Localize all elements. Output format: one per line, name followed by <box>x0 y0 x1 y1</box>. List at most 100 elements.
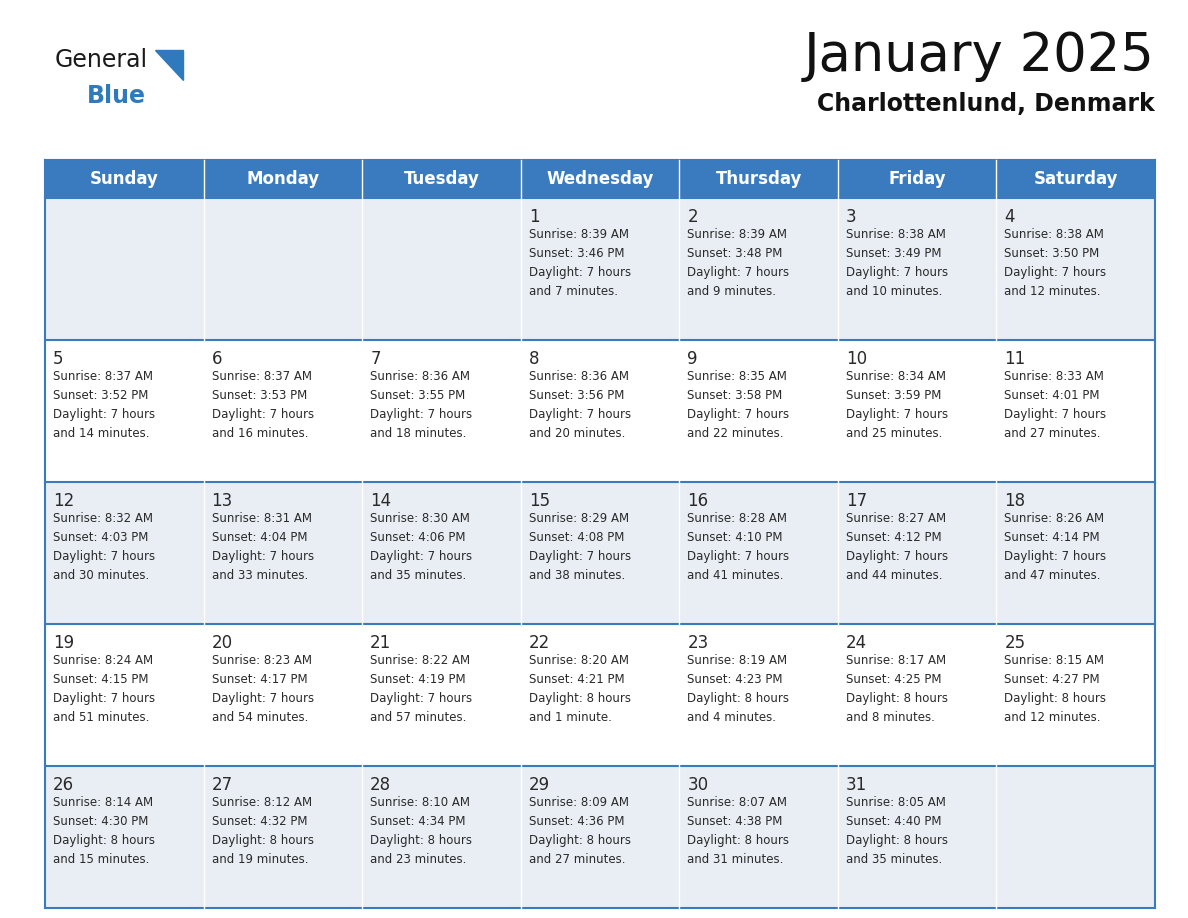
Text: 9: 9 <box>688 350 697 368</box>
Text: Sunrise: 8:29 AM
Sunset: 4:08 PM
Daylight: 7 hours
and 38 minutes.: Sunrise: 8:29 AM Sunset: 4:08 PM Dayligh… <box>529 512 631 582</box>
Text: 14: 14 <box>371 492 391 510</box>
Text: 1: 1 <box>529 208 539 226</box>
Bar <box>203 160 362 198</box>
Bar <box>45 624 203 766</box>
Bar <box>838 160 997 198</box>
Text: 26: 26 <box>53 776 74 794</box>
Text: 6: 6 <box>211 350 222 368</box>
Bar <box>680 198 838 340</box>
Text: 12: 12 <box>53 492 74 510</box>
Text: 25: 25 <box>1004 634 1025 652</box>
Text: Sunrise: 8:10 AM
Sunset: 4:34 PM
Daylight: 8 hours
and 23 minutes.: Sunrise: 8:10 AM Sunset: 4:34 PM Dayligh… <box>371 796 472 866</box>
Text: 11: 11 <box>1004 350 1025 368</box>
Bar <box>997 624 1155 766</box>
Text: 23: 23 <box>688 634 708 652</box>
Text: 18: 18 <box>1004 492 1025 510</box>
Text: 16: 16 <box>688 492 708 510</box>
Bar <box>203 340 362 482</box>
Bar <box>520 340 680 482</box>
Bar <box>680 482 838 624</box>
Bar <box>45 482 203 624</box>
Bar <box>680 340 838 482</box>
Bar <box>997 198 1155 340</box>
Text: General: General <box>55 48 148 72</box>
Bar <box>838 766 997 908</box>
Text: Sunrise: 8:05 AM
Sunset: 4:40 PM
Daylight: 8 hours
and 35 minutes.: Sunrise: 8:05 AM Sunset: 4:40 PM Dayligh… <box>846 796 948 866</box>
Bar <box>680 160 838 198</box>
Text: 10: 10 <box>846 350 867 368</box>
Bar <box>997 766 1155 908</box>
Text: 7: 7 <box>371 350 380 368</box>
Bar <box>838 340 997 482</box>
Text: Sunrise: 8:32 AM
Sunset: 4:03 PM
Daylight: 7 hours
and 30 minutes.: Sunrise: 8:32 AM Sunset: 4:03 PM Dayligh… <box>53 512 156 582</box>
Text: Sunrise: 8:26 AM
Sunset: 4:14 PM
Daylight: 7 hours
and 47 minutes.: Sunrise: 8:26 AM Sunset: 4:14 PM Dayligh… <box>1004 512 1106 582</box>
Text: Sunrise: 8:37 AM
Sunset: 3:53 PM
Daylight: 7 hours
and 16 minutes.: Sunrise: 8:37 AM Sunset: 3:53 PM Dayligh… <box>211 370 314 440</box>
Bar <box>45 766 203 908</box>
Text: Monday: Monday <box>246 170 320 188</box>
Text: 20: 20 <box>211 634 233 652</box>
Bar <box>997 340 1155 482</box>
Text: Sunrise: 8:38 AM
Sunset: 3:49 PM
Daylight: 7 hours
and 10 minutes.: Sunrise: 8:38 AM Sunset: 3:49 PM Dayligh… <box>846 228 948 298</box>
Text: Sunrise: 8:35 AM
Sunset: 3:58 PM
Daylight: 7 hours
and 22 minutes.: Sunrise: 8:35 AM Sunset: 3:58 PM Dayligh… <box>688 370 789 440</box>
Text: Sunrise: 8:15 AM
Sunset: 4:27 PM
Daylight: 8 hours
and 12 minutes.: Sunrise: 8:15 AM Sunset: 4:27 PM Dayligh… <box>1004 654 1106 724</box>
Text: Sunrise: 8:36 AM
Sunset: 3:56 PM
Daylight: 7 hours
and 20 minutes.: Sunrise: 8:36 AM Sunset: 3:56 PM Dayligh… <box>529 370 631 440</box>
Text: Thursday: Thursday <box>715 170 802 188</box>
Bar <box>362 624 520 766</box>
Text: Friday: Friday <box>889 170 946 188</box>
Bar <box>997 482 1155 624</box>
Text: 27: 27 <box>211 776 233 794</box>
Text: Wednesday: Wednesday <box>546 170 653 188</box>
Bar <box>997 160 1155 198</box>
Bar <box>520 624 680 766</box>
Text: Sunrise: 8:12 AM
Sunset: 4:32 PM
Daylight: 8 hours
and 19 minutes.: Sunrise: 8:12 AM Sunset: 4:32 PM Dayligh… <box>211 796 314 866</box>
Bar <box>362 198 520 340</box>
Bar <box>45 340 203 482</box>
Text: Sunrise: 8:36 AM
Sunset: 3:55 PM
Daylight: 7 hours
and 18 minutes.: Sunrise: 8:36 AM Sunset: 3:55 PM Dayligh… <box>371 370 473 440</box>
Text: Sunrise: 8:33 AM
Sunset: 4:01 PM
Daylight: 7 hours
and 27 minutes.: Sunrise: 8:33 AM Sunset: 4:01 PM Dayligh… <box>1004 370 1106 440</box>
Bar <box>520 482 680 624</box>
Text: Sunrise: 8:07 AM
Sunset: 4:38 PM
Daylight: 8 hours
and 31 minutes.: Sunrise: 8:07 AM Sunset: 4:38 PM Dayligh… <box>688 796 789 866</box>
Text: Blue: Blue <box>87 84 146 108</box>
Text: 30: 30 <box>688 776 708 794</box>
Bar <box>203 198 362 340</box>
Bar <box>45 160 203 198</box>
Text: Sunrise: 8:31 AM
Sunset: 4:04 PM
Daylight: 7 hours
and 33 minutes.: Sunrise: 8:31 AM Sunset: 4:04 PM Dayligh… <box>211 512 314 582</box>
Text: Sunrise: 8:30 AM
Sunset: 4:06 PM
Daylight: 7 hours
and 35 minutes.: Sunrise: 8:30 AM Sunset: 4:06 PM Dayligh… <box>371 512 473 582</box>
Bar <box>362 160 520 198</box>
Bar <box>362 766 520 908</box>
Text: 15: 15 <box>529 492 550 510</box>
Text: Sunrise: 8:38 AM
Sunset: 3:50 PM
Daylight: 7 hours
and 12 minutes.: Sunrise: 8:38 AM Sunset: 3:50 PM Dayligh… <box>1004 228 1106 298</box>
Text: 5: 5 <box>53 350 63 368</box>
Bar <box>838 624 997 766</box>
Bar <box>838 198 997 340</box>
Text: January 2025: January 2025 <box>804 30 1155 82</box>
Text: Sunrise: 8:20 AM
Sunset: 4:21 PM
Daylight: 8 hours
and 1 minute.: Sunrise: 8:20 AM Sunset: 4:21 PM Dayligh… <box>529 654 631 724</box>
Text: 2: 2 <box>688 208 697 226</box>
Text: Sunrise: 8:23 AM
Sunset: 4:17 PM
Daylight: 7 hours
and 54 minutes.: Sunrise: 8:23 AM Sunset: 4:17 PM Dayligh… <box>211 654 314 724</box>
Bar <box>680 766 838 908</box>
Text: Sunrise: 8:24 AM
Sunset: 4:15 PM
Daylight: 7 hours
and 51 minutes.: Sunrise: 8:24 AM Sunset: 4:15 PM Dayligh… <box>53 654 156 724</box>
Bar <box>203 482 362 624</box>
Bar <box>520 198 680 340</box>
Bar <box>838 482 997 624</box>
Text: 21: 21 <box>371 634 391 652</box>
Text: Sunrise: 8:27 AM
Sunset: 4:12 PM
Daylight: 7 hours
and 44 minutes.: Sunrise: 8:27 AM Sunset: 4:12 PM Dayligh… <box>846 512 948 582</box>
Bar <box>362 340 520 482</box>
Bar <box>520 766 680 908</box>
Text: Sunrise: 8:14 AM
Sunset: 4:30 PM
Daylight: 8 hours
and 15 minutes.: Sunrise: 8:14 AM Sunset: 4:30 PM Dayligh… <box>53 796 154 866</box>
Text: 8: 8 <box>529 350 539 368</box>
Bar <box>362 482 520 624</box>
Text: Sunrise: 8:28 AM
Sunset: 4:10 PM
Daylight: 7 hours
and 41 minutes.: Sunrise: 8:28 AM Sunset: 4:10 PM Dayligh… <box>688 512 789 582</box>
Text: Sunrise: 8:37 AM
Sunset: 3:52 PM
Daylight: 7 hours
and 14 minutes.: Sunrise: 8:37 AM Sunset: 3:52 PM Dayligh… <box>53 370 156 440</box>
Text: Sunrise: 8:19 AM
Sunset: 4:23 PM
Daylight: 8 hours
and 4 minutes.: Sunrise: 8:19 AM Sunset: 4:23 PM Dayligh… <box>688 654 789 724</box>
Text: 28: 28 <box>371 776 391 794</box>
Text: 13: 13 <box>211 492 233 510</box>
Text: Sunrise: 8:34 AM
Sunset: 3:59 PM
Daylight: 7 hours
and 25 minutes.: Sunrise: 8:34 AM Sunset: 3:59 PM Dayligh… <box>846 370 948 440</box>
Text: Sunrise: 8:22 AM
Sunset: 4:19 PM
Daylight: 7 hours
and 57 minutes.: Sunrise: 8:22 AM Sunset: 4:19 PM Dayligh… <box>371 654 473 724</box>
Text: 31: 31 <box>846 776 867 794</box>
Text: 29: 29 <box>529 776 550 794</box>
Bar <box>520 160 680 198</box>
Text: 19: 19 <box>53 634 74 652</box>
Text: Tuesday: Tuesday <box>404 170 480 188</box>
Text: Sunrise: 8:39 AM
Sunset: 3:48 PM
Daylight: 7 hours
and 9 minutes.: Sunrise: 8:39 AM Sunset: 3:48 PM Dayligh… <box>688 228 789 298</box>
